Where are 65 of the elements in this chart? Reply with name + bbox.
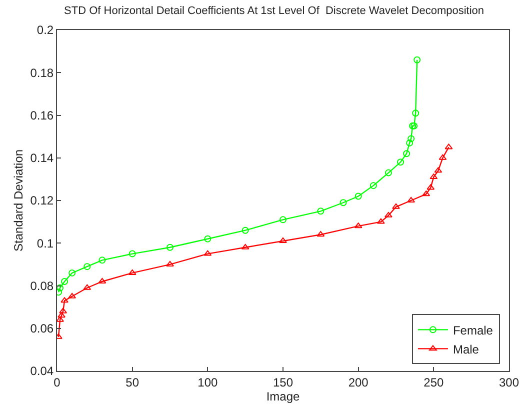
- y-tick-label: 0.04: [30, 364, 54, 378]
- point: [241, 244, 250, 250]
- y-tick-label: 0.18: [30, 66, 54, 80]
- point: [384, 169, 392, 176]
- point: [128, 269, 136, 275]
- point: [403, 150, 410, 158]
- point: [58, 312, 66, 318]
- x-tick-label: 0: [54, 375, 61, 390]
- y-tick-label: 0.08: [30, 278, 54, 293]
- point: [204, 250, 212, 256]
- x-tick-label: 50: [126, 375, 140, 390]
- y-tick-label: 0.2: [36, 23, 54, 38]
- point: [68, 292, 76, 298]
- point: [430, 174, 438, 180]
- legend-label: Female: [452, 323, 494, 338]
- point: [83, 284, 92, 290]
- point: [279, 237, 287, 243]
- point: [128, 250, 136, 258]
- y-tick-label: 0.06: [30, 322, 54, 336]
- x-tick-label: 150: [272, 375, 294, 390]
- point: [98, 278, 106, 284]
- x-tick-label: 100: [198, 375, 218, 390]
- point: [434, 167, 442, 173]
- point: [406, 139, 414, 146]
- point: [60, 297, 68, 303]
- point: [384, 212, 392, 218]
- point: [57, 284, 64, 292]
- point: [242, 226, 249, 234]
- point: [412, 110, 420, 117]
- point: [59, 308, 67, 314]
- y-axis-title: Standard Deviation: [12, 149, 26, 252]
- point: [61, 278, 68, 285]
- point: [414, 56, 421, 64]
- point: [376, 218, 385, 224]
- x-tick-label: 300: [498, 375, 520, 390]
- point: [57, 316, 64, 322]
- x-tick-label: 200: [348, 375, 369, 390]
- y-tick-label: 0.16: [30, 108, 54, 122]
- point: [397, 158, 404, 166]
- point: [280, 216, 286, 224]
- point: [166, 260, 174, 266]
- point: [444, 144, 453, 150]
- point: [68, 269, 76, 276]
- point: [438, 154, 447, 160]
- point: [422, 190, 430, 196]
- x-tick-label: 250: [424, 375, 444, 390]
- chart-title: STD Of Horizontal Detail Coefficients At 1st Level Of Discrete Wavelet Decomposition: [64, 4, 484, 17]
- point: [408, 135, 415, 142]
- point: [392, 203, 400, 209]
- point: [98, 256, 106, 264]
- y-tick-label: 0.1: [36, 236, 54, 250]
- point: [426, 184, 435, 190]
- point: [354, 192, 362, 200]
- y-tick-label: 0.14: [30, 151, 54, 166]
- point: [316, 231, 325, 237]
- point: [354, 222, 362, 228]
- point: [370, 182, 377, 190]
- point: [84, 263, 91, 270]
- legend-label: Male: [452, 342, 480, 356]
- point: [317, 208, 324, 215]
- point: [340, 199, 347, 206]
- point: [204, 235, 212, 242]
- x-axis-title: Image: [266, 389, 300, 404]
- point: [166, 244, 174, 251]
- y-tick-label: 0.12: [30, 194, 54, 208]
